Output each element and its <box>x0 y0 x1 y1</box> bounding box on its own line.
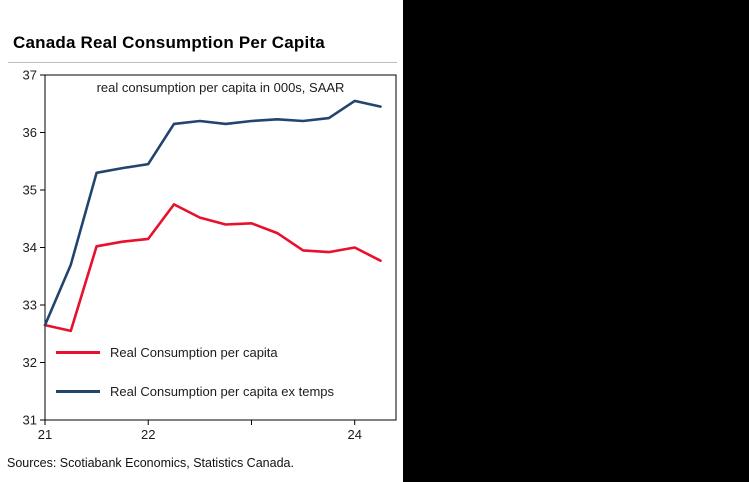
x-tick-label: 24 <box>347 427 361 442</box>
series-line-1 <box>43 99 382 327</box>
legend-label: Real Consumption per capita ex temps <box>110 384 335 399</box>
legend-item-real-consumption-ex-temps: Real Consumption per capita ex temps <box>56 384 334 399</box>
y-tick-label: 32 <box>23 355 37 370</box>
y-tick-label: 36 <box>23 125 37 140</box>
chart-title: Canada Real Consumption Per Capita <box>13 33 325 52</box>
chart-subtitle: real consumption per capita in 000s, SAA… <box>96 80 345 95</box>
chart-legend: Real Consumption per capita Real Consump… <box>56 345 334 399</box>
y-tick-label: 37 <box>23 68 37 83</box>
legend-label: Real Consumption per capita <box>110 345 278 360</box>
x-tick-label: 22 <box>141 427 155 442</box>
series-line-0 <box>43 203 382 333</box>
y-tick-label: 34 <box>23 240 37 255</box>
line-chart-plot: 31 32 33 34 35 36 37 21 22 24 <box>23 68 397 442</box>
x-tick-label: 21 <box>38 427 52 442</box>
y-tick-label: 35 <box>23 183 37 198</box>
red-line-swatch <box>56 351 100 354</box>
title-rule <box>8 62 397 63</box>
chart-panel: Canada Real Consumption Per Capita real … <box>0 0 403 482</box>
y-tick-label: 33 <box>23 298 37 313</box>
y-tick-label: 31 <box>23 413 37 428</box>
legend-item-real-consumption: Real Consumption per capita <box>56 345 334 360</box>
source-attribution: Sources: Scotiabank Economics, Statistic… <box>7 456 294 470</box>
navy-line-swatch <box>56 390 100 393</box>
